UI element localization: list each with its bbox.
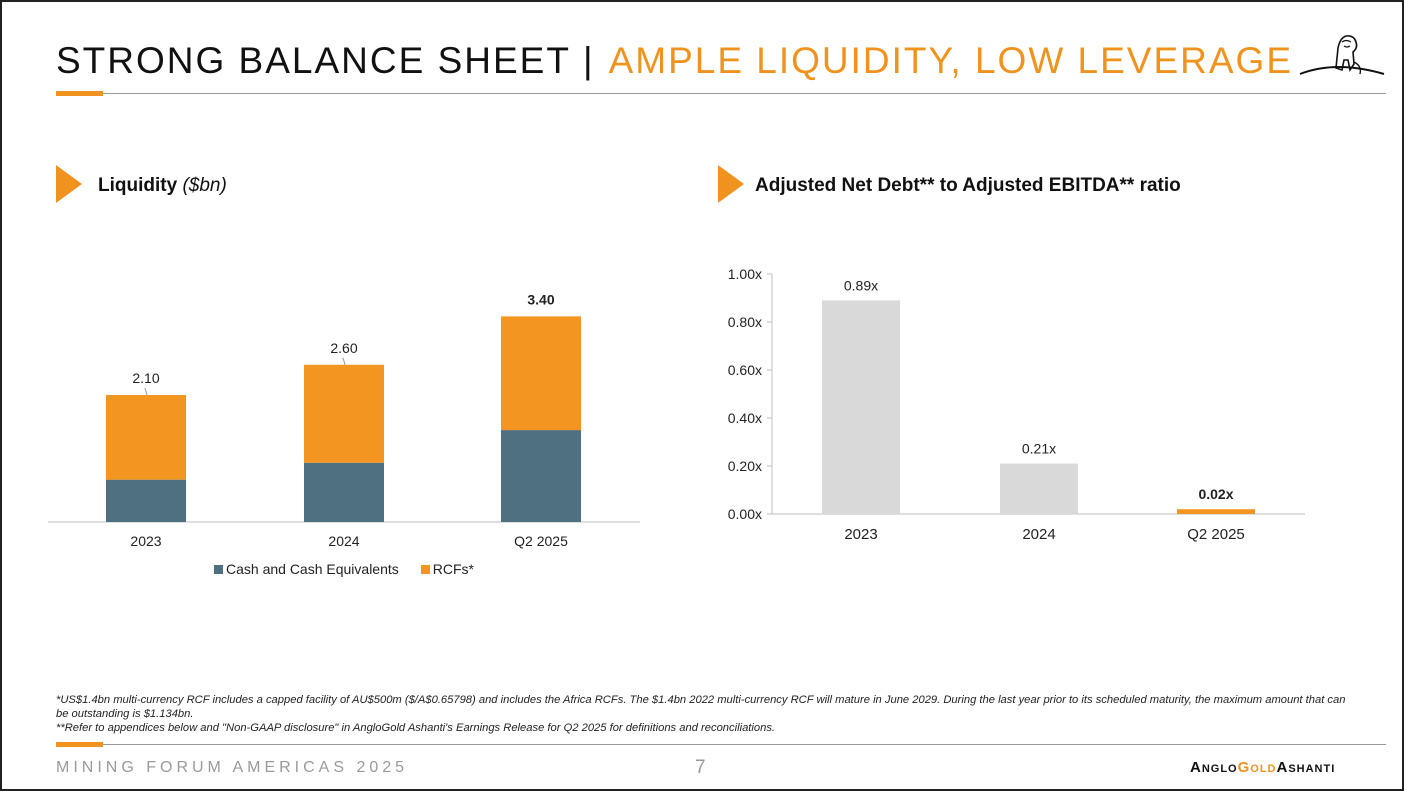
ratio-data-label-2: 0.02x (1198, 486, 1233, 502)
legend-label-rcf: RCFs* (432, 561, 475, 577)
legend-item-rcf: RCFs* (420, 561, 475, 577)
footer-accent-bar (56, 742, 103, 747)
ratio-bar-0 (822, 300, 900, 514)
ratio-y-tick-4: 0.80x (728, 314, 762, 330)
brand-part-1: Anglo (1190, 759, 1238, 776)
liquidity-x-tick-2: Q2 2025 (514, 533, 568, 549)
liquidity-x-tick-0: 2023 (130, 533, 161, 549)
footnotes: *US$1.4bn multi-currency RCF includes a … (56, 693, 1346, 735)
liquidity-leader-line-0 (144, 387, 148, 396)
ratio-x-tick-2: Q2 2025 (1187, 526, 1245, 543)
liquidity-title: Liquidity (98, 175, 178, 196)
liquidity-bar-cash-0 (106, 479, 186, 522)
liquidity-total-label-1: 2.60 (330, 340, 357, 356)
liquidity-bar-cash-1 (304, 462, 384, 522)
liquidity-bar-cash-2 (501, 430, 581, 522)
footer-rule (56, 744, 1386, 745)
ratio-y-tick-5: 1.00x (728, 266, 762, 282)
liquidity-legend: Cash and Cash Equivalents RCFs* (214, 561, 496, 577)
liquidity-bar-rcf-1 (304, 364, 384, 463)
ratio-data-label-1: 0.21x (1022, 441, 1056, 457)
legend-label-cash: Cash and Cash Equivalents (226, 561, 399, 577)
ratio-bar-1 (1000, 463, 1078, 514)
brand-part-2: Gold (1237, 759, 1277, 776)
slide-title: STRONG BALANCE SHEET | AMPLE LIQUIDITY, LO… (56, 40, 1293, 82)
ratio-y-tick-3: 0.60x (728, 362, 762, 378)
footnote-1: *US$1.4bn multi-currency RCF includes a … (56, 694, 1346, 720)
legend-swatch-rcf (420, 564, 430, 574)
liquidity-marker-icon (56, 165, 82, 203)
liquidity-bar-rcf-0 (106, 395, 186, 480)
title-main: STRONG BALANCE SHEET (56, 40, 571, 81)
ratio-data-label-0: 0.89x (844, 277, 878, 293)
liquidity-unit: ($bn) (182, 175, 227, 196)
liquidity-section-title: Liquidity ($bn) (98, 175, 227, 197)
title-accent-bar (56, 91, 103, 96)
brand-part-3: Ashanti (1276, 759, 1336, 776)
ratio-y-tick-0: 0.00x (728, 506, 762, 522)
ratio-y-tick-2: 0.40x (728, 410, 762, 426)
lion-logo-icon (1299, 35, 1385, 75)
footnote-2: **Refer to appendices below and "Non-GAA… (56, 722, 776, 734)
ratio-x-tick-0: 2023 (844, 526, 877, 543)
ratio-x-tick-1: 2024 (1022, 526, 1055, 543)
liquidity-x-tick-1: 2024 (328, 533, 359, 549)
title-rule (56, 93, 1386, 94)
ratio-y-tick-1: 0.20x (728, 458, 762, 474)
liquidity-total-label-0: 2.10 (132, 370, 159, 386)
title-accent: AMPLE LIQUIDITY, LOW LEVERAGE (608, 40, 1294, 81)
footer-event: MINING FORUM AMERICAS 2025 (56, 759, 409, 776)
page-number: 7 (695, 757, 706, 778)
ratio-section-title: Adjusted Net Debt** to Adjusted EBITDA**… (755, 175, 1181, 196)
ratio-marker-icon (718, 165, 744, 203)
legend-item-cash: Cash and Cash Equivalents (214, 561, 399, 577)
liquidity-total-label-2: 3.40 (527, 291, 554, 307)
title-separator: | (582, 40, 595, 81)
brand-logo: AngloGoldAshanti (1190, 759, 1335, 776)
liquidity-bar-rcf-2 (501, 316, 581, 431)
ratio-bar-2 (1177, 509, 1255, 514)
liquidity-leader-line-1 (342, 357, 346, 365)
legend-swatch-cash (214, 564, 223, 574)
